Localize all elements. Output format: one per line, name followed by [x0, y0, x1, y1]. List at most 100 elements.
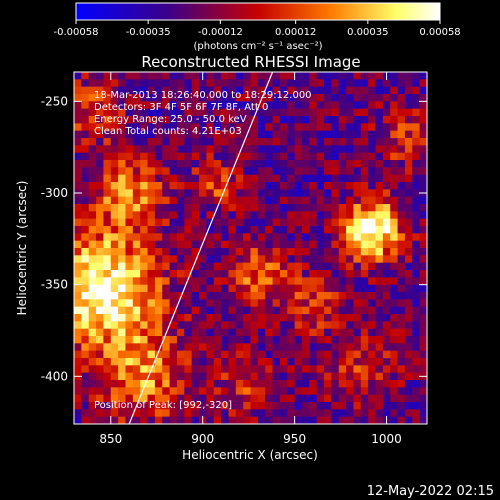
heatmap-cell — [184, 248, 193, 256]
heatmap-cell — [382, 182, 391, 190]
heatmap-cell — [147, 292, 156, 300]
heatmap-cell — [132, 233, 141, 242]
heatmap-cell — [140, 336, 149, 344]
heatmap-cell — [382, 196, 391, 205]
heatmap-cell — [206, 123, 215, 132]
heatmap-cell — [243, 101, 251, 110]
heatmap-cell — [301, 79, 310, 88]
heatmap-cell — [331, 262, 340, 271]
heatmap-cell — [154, 211, 163, 220]
heatmap-cell — [375, 79, 384, 88]
heatmap-cell — [243, 262, 251, 271]
heatmap-cell — [125, 196, 134, 205]
heatmap-cell — [125, 387, 134, 396]
heatmap-cell — [404, 233, 413, 242]
heatmap-cell — [309, 248, 318, 256]
heatmap-cell — [390, 218, 399, 227]
heatmap-cell — [243, 270, 251, 278]
heatmap-cell — [74, 380, 82, 388]
heatmap-cell — [243, 248, 251, 256]
heatmap-cell — [103, 350, 112, 359]
heatmap-cell — [301, 116, 310, 124]
heatmap-cell — [154, 152, 163, 161]
heatmap-cell — [375, 306, 384, 315]
heatmap-cell — [382, 160, 391, 168]
heatmap-cell — [154, 108, 163, 117]
heatmap-cell — [184, 145, 193, 154]
heatmap-cell — [88, 101, 97, 110]
heatmap-cell — [287, 233, 296, 242]
heatmap-cell — [235, 402, 244, 410]
heatmap-cell — [250, 270, 259, 278]
heatmap-cell — [324, 226, 332, 234]
heatmap-cell — [287, 394, 296, 403]
heatmap-cell — [397, 94, 406, 102]
heatmap-cell — [360, 101, 369, 110]
heatmap-cell — [206, 86, 215, 95]
heatmap-cell — [118, 152, 126, 161]
heatmap-cell — [140, 196, 149, 205]
heatmap-cell — [309, 94, 318, 102]
heatmap-cell — [390, 240, 399, 249]
heatmap-cell — [265, 152, 274, 161]
heatmap-cell — [397, 240, 406, 249]
heatmap-cell — [88, 160, 97, 168]
heatmap-cell — [162, 394, 171, 403]
heatmap-cell — [162, 380, 171, 388]
heatmap-cell — [375, 372, 384, 381]
heatmap-cell — [257, 189, 266, 198]
heatmap-cell — [110, 101, 119, 110]
heatmap-cell — [360, 336, 369, 344]
heatmap-cell — [176, 94, 185, 102]
heatmap-cell — [250, 343, 259, 352]
heatmap-cell — [199, 145, 207, 154]
heatmap-cell — [397, 402, 406, 410]
heatmap-cell — [346, 343, 354, 352]
heatmap-cell — [199, 138, 207, 146]
heatmap-cell — [287, 248, 296, 256]
heatmap-cell — [184, 328, 193, 337]
heatmap-cell — [346, 372, 354, 381]
heatmap-cell — [213, 343, 222, 352]
heatmap-cell — [243, 292, 251, 300]
heatmap-cell — [132, 240, 141, 249]
heatmap-cell — [221, 196, 229, 205]
heatmap-cell — [309, 233, 318, 242]
heatmap-cell — [279, 402, 288, 410]
heatmap-cell — [404, 160, 413, 168]
heatmap-cell — [316, 226, 325, 234]
heatmap-cell — [382, 292, 391, 300]
heatmap-cell — [272, 152, 281, 161]
heatmap-cell — [397, 152, 406, 161]
heatmap-cell — [272, 138, 281, 146]
heatmap-cell — [316, 350, 325, 359]
heatmap-cell — [199, 152, 207, 161]
heatmap-cell — [338, 94, 347, 102]
heatmap-cell — [206, 416, 215, 424]
heatmap-cell — [96, 101, 104, 110]
heatmap-cell — [368, 277, 377, 286]
heatmap-cell — [96, 365, 104, 374]
heatmap-cell — [419, 314, 427, 322]
heatmap-cell — [147, 240, 156, 249]
heatmap-cell — [272, 160, 281, 168]
heatmap-cell — [331, 116, 340, 124]
heatmap-cell — [279, 152, 288, 161]
heatmap-cell — [88, 380, 97, 388]
heatmap-cell — [250, 130, 259, 139]
heatmap-cell — [309, 255, 318, 264]
heatmap-cell — [118, 336, 126, 344]
heatmap-cell — [419, 130, 427, 139]
heatmap-cell — [324, 365, 332, 374]
heatmap-cell — [88, 387, 97, 396]
heatmap-cell — [294, 262, 303, 271]
heatmap-cell — [184, 270, 193, 278]
heatmap-cell — [360, 277, 369, 286]
heatmap-cell — [368, 79, 377, 88]
heatmap-cell — [81, 86, 90, 95]
heatmap-cell — [235, 365, 244, 374]
heatmap-cell — [368, 108, 377, 117]
heatmap-cell — [235, 123, 244, 132]
heatmap-cell — [279, 292, 288, 300]
heatmap-cell — [213, 226, 222, 234]
